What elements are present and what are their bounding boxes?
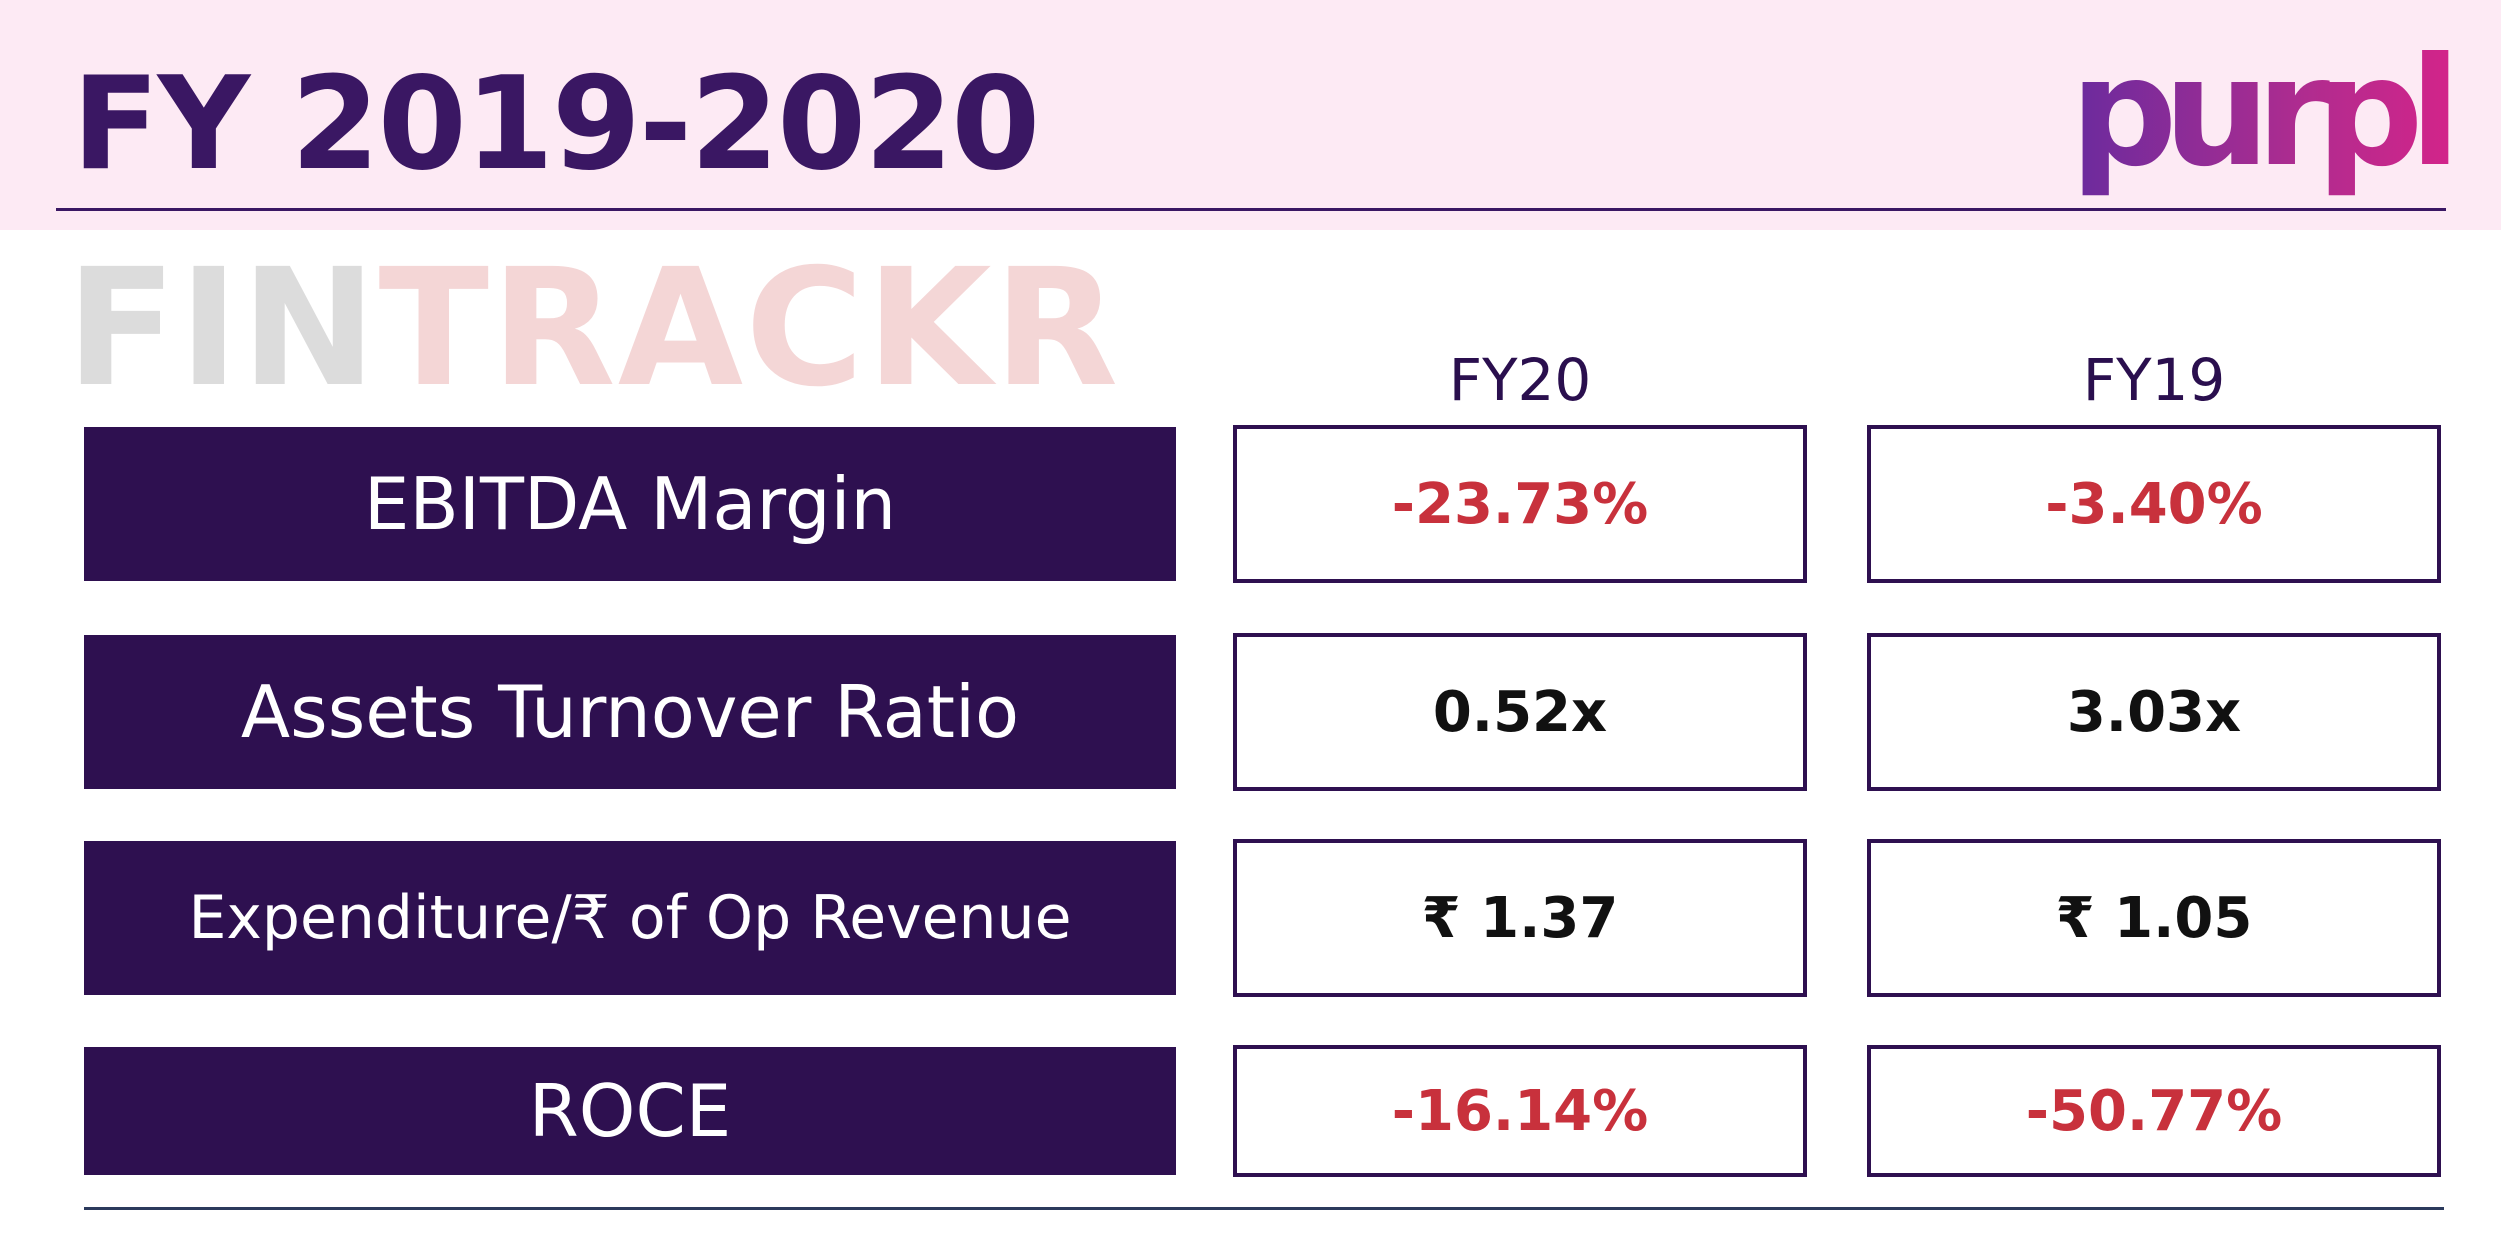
page-title: FY 2019-2020 — [72, 50, 1040, 199]
value-roce-fy19: -50.77% — [1867, 1045, 2441, 1177]
value-assets-turnover-fy19: 3.03x — [1867, 633, 2441, 791]
watermark-part-fin: FIN — [66, 235, 379, 423]
row-label-ebitda-margin: EBITDA Margin — [84, 427, 1176, 581]
svg-text:purple: purple — [2070, 26, 2450, 200]
value-ebitda-margin-fy19: -3.40% — [1867, 425, 2441, 583]
purple-logo: purple — [2070, 26, 2450, 200]
value-expenditure-fy19: ₹ 1.05 — [1867, 839, 2441, 997]
footer-divider — [84, 1207, 2444, 1210]
value-expenditure-fy20: ₹ 1.37 — [1233, 839, 1807, 997]
value-ebitda-margin-fy20: -23.73% — [1233, 425, 1807, 583]
row-label-roce: ROCE — [84, 1047, 1176, 1175]
column-header-fy20: FY20 — [1448, 346, 1592, 414]
row-label-assets-turnover-ratio: Assets Turnover Ratio — [84, 635, 1176, 789]
value-assets-turnover-fy20: 0.52x — [1233, 633, 1807, 791]
value-roce-fy20: -16.14% — [1233, 1045, 1807, 1177]
column-header-fy19: FY19 — [2082, 346, 2226, 414]
header-band — [0, 0, 2501, 230]
header-divider — [56, 208, 2446, 211]
row-label-expenditure-per-rupee: Expenditure/₹ of Op Revenue — [84, 841, 1176, 995]
fintrackr-watermark: FINTRACKR — [66, 248, 1120, 410]
watermark-part-trackr: TRACKR — [378, 235, 1121, 423]
